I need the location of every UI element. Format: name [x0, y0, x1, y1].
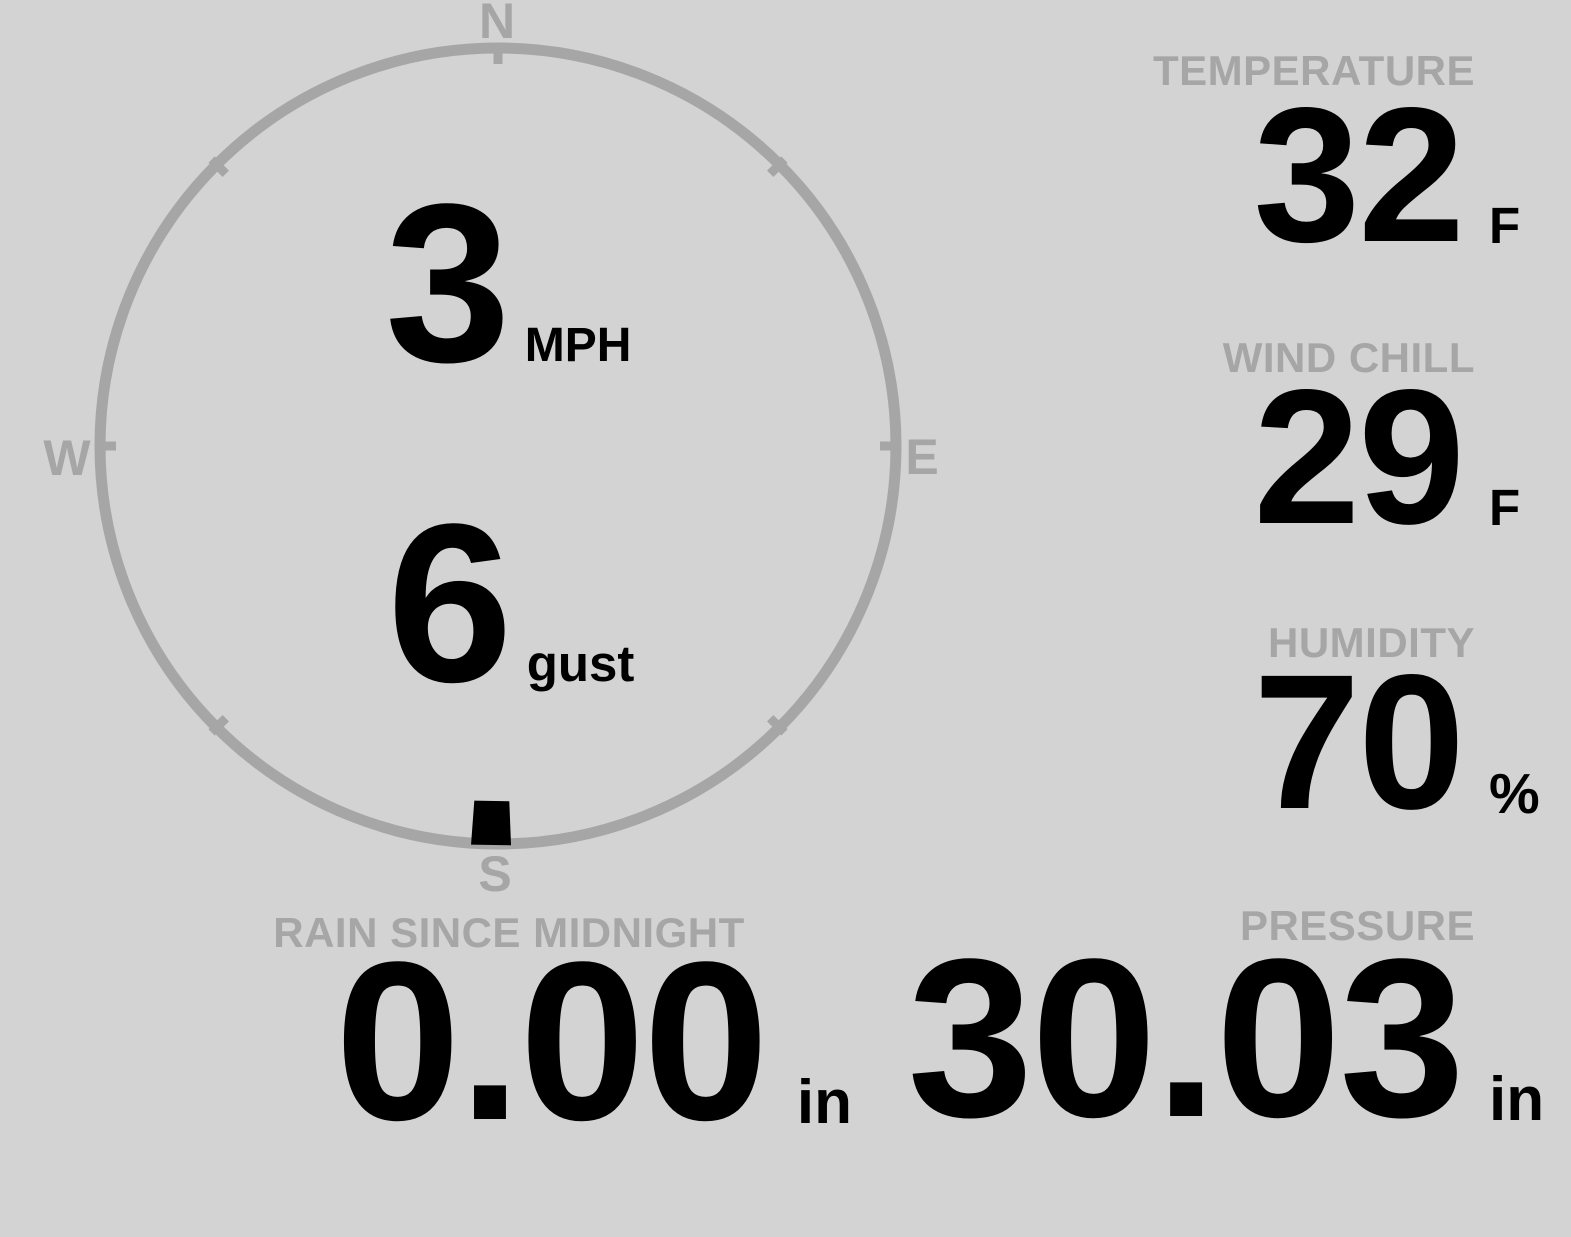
rain-since-midnight-label: RAIN SINCE MIDNIGHT: [273, 909, 745, 956]
temperature-reading: 32 F: [850, 79, 1551, 271]
wind-speed: 3 MPH: [385, 170, 631, 396]
temperature-label: TEMPERATURE: [1152, 47, 1475, 94]
temperature-value: 32: [1253, 67, 1465, 282]
wind-direction-marker-group: [471, 800, 512, 846]
compass-label-south: S: [478, 846, 512, 902]
pressure-value: 30.03: [907, 911, 1465, 1164]
pressure-label: PRESSURE: [1239, 902, 1475, 949]
wind-chill-label: WIND CHILL: [1222, 334, 1475, 381]
compass-label-west: W: [43, 430, 91, 486]
wind-direction-marker-icon: [471, 800, 512, 846]
compass-dial: [94, 42, 902, 850]
humidity-label: HUMIDITY: [1268, 619, 1475, 666]
wind-speed-value: 3: [385, 156, 511, 409]
tick-sw: [208, 715, 229, 736]
rain-since-midnight-reading: 0.00 in: [335, 928, 852, 1154]
wind-chill-reading: 29 F: [850, 361, 1551, 553]
wind-gust-value: 6: [387, 476, 513, 729]
compass-label-east: E: [905, 429, 939, 485]
humidity-unit: %: [1489, 762, 1540, 826]
wind-gust-unit: gust: [526, 635, 635, 692]
compass-label-north: N: [478, 0, 516, 49]
humidity-reading: 70 %: [850, 646, 1551, 838]
humidity-value: 70: [1253, 634, 1465, 849]
wind-chill-unit: F: [1489, 479, 1521, 536]
tick-ne: [767, 156, 788, 177]
pressure-reading: 30.03 in: [700, 925, 1551, 1151]
tick-nw: [208, 156, 229, 177]
rain-value: 0.00: [335, 914, 769, 1167]
wind-gust: 6 gust: [387, 490, 634, 716]
wind-chill-value: 29: [1253, 349, 1465, 564]
wind-speed-unit: MPH: [524, 319, 632, 372]
pressure-unit: in: [1489, 1065, 1545, 1134]
tick-se: [767, 715, 788, 736]
rain-unit: in: [796, 1068, 852, 1137]
temperature-unit: F: [1489, 197, 1521, 254]
